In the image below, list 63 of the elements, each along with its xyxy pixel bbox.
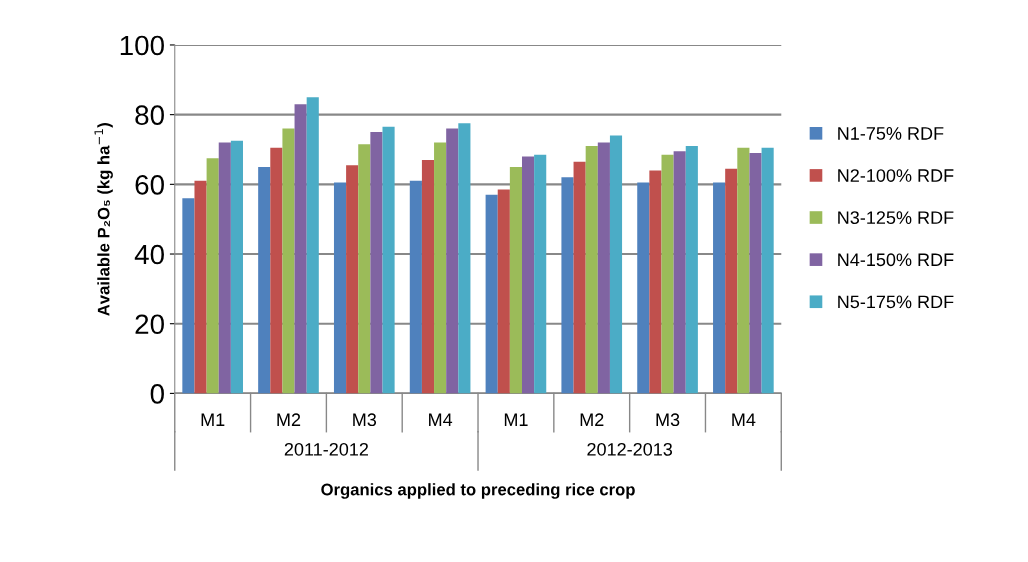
bar <box>685 146 698 394</box>
y-axis-title: Available P₂O₅ (kg ha$^{−1}$) <box>94 123 113 316</box>
bar <box>521 156 535 394</box>
bar <box>409 180 422 394</box>
bar <box>182 198 195 394</box>
bar <box>497 189 510 394</box>
y-tick-label: 20 <box>135 314 164 335</box>
x-tick-label: M1 <box>504 413 528 426</box>
bar <box>421 159 435 394</box>
text: 2011-2012 <box>284 442 368 456</box>
x-tick-label: M4 <box>732 413 756 426</box>
legend-label: N3-125% RDF <box>838 211 954 225</box>
bar <box>649 170 662 394</box>
bar <box>737 147 750 394</box>
bar <box>585 146 598 394</box>
bar <box>294 104 307 394</box>
bar <box>485 194 498 394</box>
legend-label: N2-100% RDF <box>838 169 954 182</box>
bar <box>434 142 447 394</box>
y-tick-label: 40 <box>134 244 164 265</box>
y-tick-label: 0 <box>150 384 164 404</box>
bar <box>509 166 522 394</box>
bar <box>761 147 774 394</box>
bar <box>370 132 383 394</box>
bar <box>561 177 574 394</box>
bar <box>749 152 762 394</box>
legend-label: N5-175% RDF <box>838 295 954 309</box>
bar <box>258 166 271 394</box>
text: 2012-2013 <box>587 442 673 456</box>
x-tick-label: M2 <box>580 413 604 426</box>
bar <box>282 128 295 394</box>
bar <box>637 182 650 394</box>
bar <box>661 154 674 394</box>
x-axis-title: Organics applied to preceding rice crop <box>321 483 635 499</box>
legend-label: N1-75% RDF <box>838 127 944 140</box>
bar <box>270 147 283 394</box>
bar <box>534 154 547 394</box>
bar <box>713 182 726 394</box>
x-tick-label: M2 <box>277 413 301 426</box>
bar <box>206 158 219 394</box>
bar <box>358 144 371 394</box>
bar <box>446 128 459 394</box>
x-tick-label: M4 <box>429 413 453 426</box>
legend-label: N4-150% RDF <box>838 253 954 267</box>
bar <box>346 165 359 394</box>
bar <box>194 180 207 394</box>
bar <box>573 161 586 394</box>
bar <box>230 140 243 394</box>
bar <box>725 168 738 394</box>
y-tick-label: 80 <box>135 105 164 125</box>
bar <box>609 135 623 394</box>
bar <box>382 126 395 394</box>
bar <box>306 97 319 394</box>
x-tick-label: M1 <box>201 413 225 426</box>
bar <box>597 142 610 394</box>
bar <box>673 151 686 394</box>
x-tick-label: M3 <box>353 413 377 427</box>
y-tick-label: 60 <box>135 175 164 195</box>
y-tick-label: 100 <box>120 35 164 56</box>
x-tick-label: M3 <box>656 413 680 427</box>
bar <box>218 142 231 394</box>
bar <box>333 182 347 394</box>
bar <box>458 123 471 394</box>
